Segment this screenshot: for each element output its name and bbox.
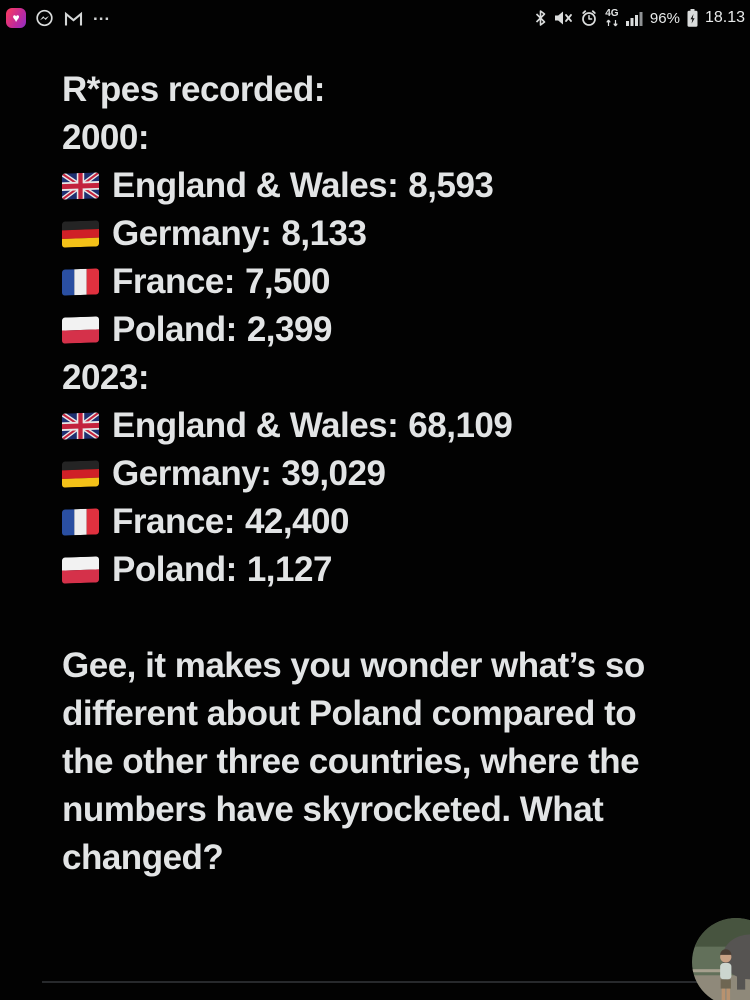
stat-row: Poland: 2,399 xyxy=(62,306,722,354)
stat-value: 39,029 xyxy=(281,454,386,493)
network-type-label: 4G xyxy=(605,7,619,19)
commentary-line: different about Poland compared to xyxy=(62,694,637,733)
bluetooth-icon xyxy=(535,10,546,26)
flag-germany-icon xyxy=(62,220,99,248)
stat-row: England & Wales: 8,593 xyxy=(62,162,722,210)
flag-united-kingdom-icon xyxy=(62,172,99,200)
country-label: France: xyxy=(112,262,235,301)
stat-row: England & Wales: 68,109 xyxy=(62,402,722,450)
stat-value: 7,500 xyxy=(244,262,331,301)
stat-row: Germany: 8,133 xyxy=(62,210,722,258)
clock-time: 18.13 xyxy=(704,9,745,26)
stat-value: 68,109 xyxy=(408,406,513,445)
alarm-icon xyxy=(582,10,596,26)
gmail-notification-icon xyxy=(64,11,83,26)
stat-row: France: 7,500 xyxy=(62,258,722,306)
country-label: France: xyxy=(112,502,235,541)
commentary-line: the other three countries, where the xyxy=(62,742,640,781)
status-bar: ♥ ... 4G xyxy=(0,0,750,34)
mute-icon xyxy=(554,11,572,25)
year-heading-2000: 2000: xyxy=(62,118,150,157)
country-label: Poland: xyxy=(112,310,237,349)
system-status-icons: 4G 96% 18.13 xyxy=(534,7,745,27)
stat-row: Poland: 1,127 xyxy=(62,546,722,594)
avatar-photo xyxy=(692,918,750,1000)
notification-icons: ♥ ... xyxy=(6,4,111,28)
stat-row: Germany: 39,029 xyxy=(62,450,722,498)
profile-avatar[interactable] xyxy=(692,918,750,1000)
flag-united-kingdom-icon xyxy=(62,412,99,440)
commentary-line: Gee, it makes you wonder what’s so xyxy=(62,646,645,685)
post-body[interactable]: R*pes recorded: 2000: England & Wales: 8… xyxy=(62,66,722,882)
stat-value: 2,399 xyxy=(246,310,333,349)
battery-charging-icon xyxy=(687,9,698,27)
country-label: England & Wales: xyxy=(112,166,399,205)
country-label: Poland: xyxy=(112,550,237,589)
heart-app-notification-icon: ♥ xyxy=(6,8,26,28)
commentary-line: numbers have skyrocketed. What xyxy=(62,790,604,829)
more-notifications-label: ... xyxy=(93,4,111,24)
country-label: Germany: xyxy=(112,454,272,493)
battery-percent: 96% xyxy=(649,9,680,27)
stat-row: France: 42,400 xyxy=(62,498,722,546)
flag-france-icon xyxy=(62,268,99,296)
stat-value: 8,133 xyxy=(281,214,367,253)
post-title: R*pes recorded: xyxy=(62,70,325,109)
country-label: England & Wales: xyxy=(112,406,399,445)
stat-value: 42,400 xyxy=(244,502,350,541)
signal-strength-icon xyxy=(625,11,643,26)
stat-value: 1,127 xyxy=(246,550,333,589)
post-divider xyxy=(42,981,700,983)
flag-germany-icon xyxy=(62,460,99,488)
flag-poland-icon xyxy=(62,556,99,584)
commentary-paragraph: Gee, it makes you wonder what’s so diffe… xyxy=(62,642,722,882)
country-label: Germany: xyxy=(112,214,272,253)
commentary-line: changed? xyxy=(62,838,224,877)
messenger-notification-icon xyxy=(36,9,53,26)
year-heading-2023: 2023: xyxy=(62,358,150,397)
stat-value: 8,593 xyxy=(408,166,494,205)
mobile-data-icon: 4G xyxy=(605,7,619,27)
flag-poland-icon xyxy=(62,316,99,344)
flag-france-icon xyxy=(62,508,99,536)
